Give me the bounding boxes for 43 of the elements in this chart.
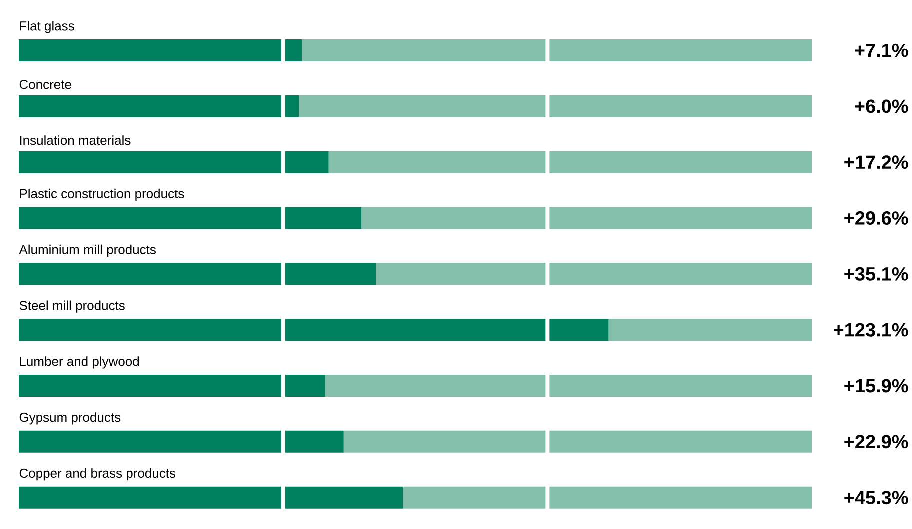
y-tick-label: Plastic construction products (20, 188, 184, 202)
bar (376, 263, 812, 286)
bar (283, 151, 329, 174)
data-label: +6.0% (855, 100, 908, 114)
data-label: +7.1% (855, 44, 908, 58)
bar (283, 207, 362, 230)
bar (19, 374, 284, 397)
data-label: +29.6% (844, 212, 908, 225)
data-label: +15.9% (844, 379, 908, 393)
bar (328, 151, 812, 174)
bar (362, 207, 812, 230)
bar (299, 95, 812, 118)
bar (19, 207, 284, 230)
bar (19, 151, 284, 174)
bar (344, 430, 812, 453)
bar (19, 263, 284, 286)
bar (608, 319, 812, 342)
y-tick-label: Lumber and plywood (20, 356, 140, 369)
data-label: +17.2% (844, 156, 908, 170)
data-label: +22.9% (844, 435, 908, 449)
bar (19, 40, 284, 62)
y-tick-label: Insulation materials (20, 136, 131, 146)
bar (283, 486, 404, 509)
y-tick-label: Gypsum products (20, 412, 121, 425)
y-tick-label: Aluminium mill products (19, 244, 156, 257)
bar (283, 319, 609, 342)
y-tick-label: Steel mill products (20, 300, 125, 313)
bar (283, 263, 376, 286)
bar (19, 95, 284, 118)
bar (403, 486, 812, 509)
bar (19, 430, 284, 453)
bar (325, 374, 812, 397)
bar (19, 319, 284, 342)
bar (283, 374, 326, 397)
data-label: +45.3% (844, 491, 908, 505)
data-label: +35.1% (844, 267, 908, 281)
bar (283, 430, 344, 453)
y-tick-label: Flat glass (20, 21, 74, 34)
bar (19, 486, 284, 509)
bar (302, 40, 812, 62)
data-label: +123.1% (834, 323, 908, 337)
y-tick-label: Copper and brass products (20, 468, 176, 481)
y-tick-label: Concrete (20, 80, 72, 90)
